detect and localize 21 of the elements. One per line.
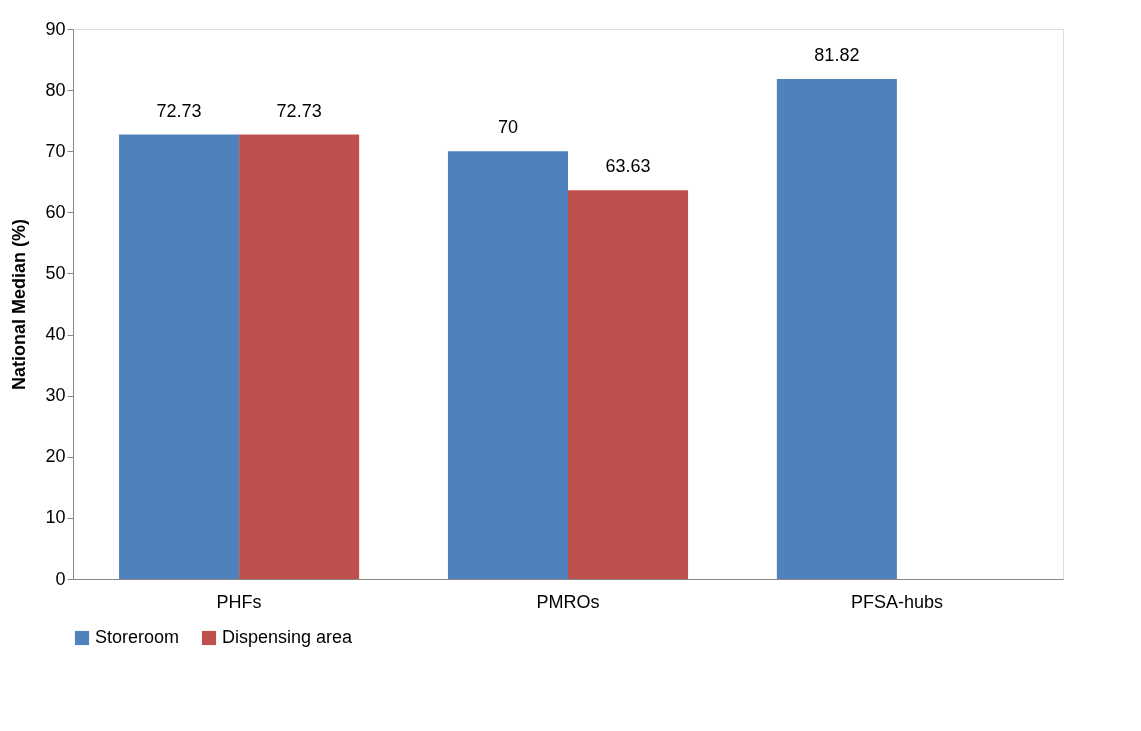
legend-label: Storeroom (95, 627, 180, 647)
y-tick-label: 50 (45, 262, 66, 283)
data-label: 72.73 (156, 100, 202, 121)
x-tick-label: PHFs (216, 591, 262, 612)
y-tick-label: 80 (45, 79, 66, 100)
x-tick-label: PFSA-hubs (850, 591, 943, 612)
data-label: 70 (497, 117, 518, 138)
data-label: 72.73 (276, 100, 322, 121)
y-tick-label: 10 (45, 507, 66, 528)
y-tick-label: 60 (45, 201, 66, 222)
y-tick-label: 0 (55, 568, 66, 589)
data-label: 63.63 (605, 156, 651, 177)
y-axis-title: National Median (%) (9, 218, 30, 391)
y-tick-label: 90 (45, 18, 66, 39)
data-label: 81.82 (814, 44, 860, 65)
legend-label: Dispensing area (222, 627, 354, 647)
y-tick-label: 20 (45, 446, 66, 467)
y-tick-label: 40 (45, 324, 66, 345)
x-tick-label: PMROs (536, 591, 600, 612)
y-tick-label: 70 (45, 140, 66, 161)
y-tick-label: 30 (45, 385, 66, 406)
